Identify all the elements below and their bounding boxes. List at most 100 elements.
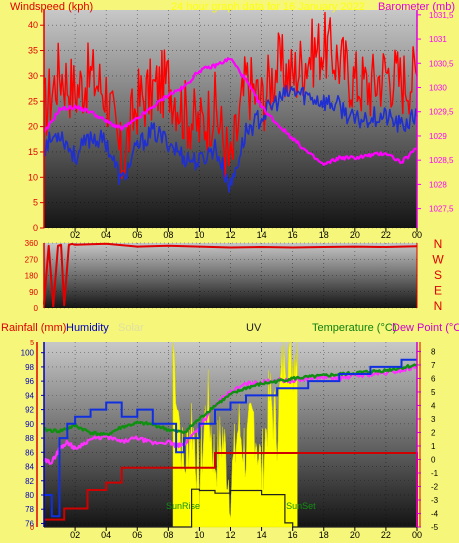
humidity-y-tick-label: 90 <box>25 420 34 429</box>
temperature-y-tick-label: 5 <box>431 388 436 397</box>
temperature-y-tick-label: 0 <box>431 455 436 464</box>
temperature-y-tick-label: -2 <box>431 482 439 491</box>
uv-axis-label: UV <box>246 322 262 334</box>
wind-axis-label: Windspeed (kph) <box>10 1 93 13</box>
wind-x-tick-label: 22 <box>381 230 391 240</box>
temperature-y-tick-label: -3 <box>431 496 439 505</box>
barometer-y-tick-label: 1029 <box>429 132 447 141</box>
weather-x-tick-label: 04 <box>101 530 111 540</box>
wind-x-tick-label: 02 <box>70 230 80 240</box>
direction-y-tick-label: 270 <box>25 255 39 264</box>
weather-x-tick-label: 16 <box>288 530 298 540</box>
temperature-y-tick-label: -1 <box>431 469 439 478</box>
rain-y-tick-label: 5 <box>30 340 34 347</box>
compass-label: W <box>432 253 444 267</box>
temperature-y-tick-label: 1 <box>431 442 436 451</box>
humidity-y-tick-label: 82 <box>25 477 34 486</box>
wind-x-tick-label: 16 <box>288 230 298 240</box>
chart-title: 24 hour graph data for 16 January 2022 <box>171 1 365 13</box>
temperature-y-tick-label: 7 <box>431 361 436 370</box>
humidity-y-tick-label: 96 <box>25 377 34 386</box>
wind-x-tick-label: 14 <box>257 230 267 240</box>
humidity-y-tick-label: 94 <box>25 391 34 400</box>
rainfall-line <box>44 452 418 527</box>
humidity-axis-label: Humidity <box>66 322 109 334</box>
humidity-y-tick-label: 84 <box>25 463 34 472</box>
direction-y-tick-label: 0 <box>34 304 39 313</box>
wind-x-tick-label: 20 <box>350 230 360 240</box>
weather-x-tick-label: 10 <box>194 530 204 540</box>
weather-x-tick-label: 12 <box>225 530 235 540</box>
direction-y-tick-label: 90 <box>29 288 38 297</box>
barometer-y-tick-label: 1029,5 <box>429 108 454 117</box>
barometer-y-tick-label: 1027,5 <box>429 205 454 214</box>
wind-x-tick-label: 08 <box>163 230 173 240</box>
wind-x-tick-label: 04 <box>101 230 111 240</box>
windspeed-line <box>43 11 418 179</box>
weather-x-tick-label: 18 <box>319 530 329 540</box>
humidity-y-tick-label: 80 <box>25 491 34 500</box>
humidity-y-tick-label: 76 <box>25 519 34 528</box>
wind-y-tick-label: 40 <box>28 20 38 30</box>
barometer-y-tick-label: 1030 <box>429 84 447 93</box>
compass-label: S <box>434 268 442 282</box>
temperature-y-tick-label: 4 <box>431 401 436 410</box>
direction-y-tick-label: 360 <box>25 239 39 248</box>
barometer-y-tick-label: 1031 <box>429 35 447 44</box>
humidity-y-tick-label: 100 <box>21 349 35 358</box>
compass-label: N <box>434 237 443 251</box>
wind-y-tick-label: 35 <box>28 46 38 56</box>
barometer-y-tick-label: 1028 <box>429 180 447 189</box>
temperature-y-tick-label: 8 <box>431 347 436 356</box>
barometer-y-tick-label: 1028,5 <box>429 156 454 165</box>
wind-average-line <box>43 84 418 193</box>
weather-x-tick-label: 00 <box>412 530 422 540</box>
sunrise-label: SunRise <box>166 501 200 511</box>
uv-line <box>44 488 417 528</box>
wind-y-tick-label: 0 <box>33 223 38 233</box>
barometer-y-tick-label: 1031,5 <box>429 11 454 20</box>
humidity-y-tick-label: 88 <box>25 434 34 443</box>
wind-y-tick-label: 5 <box>33 198 38 208</box>
wind-y-tick-label: 25 <box>28 96 38 106</box>
barometer-line <box>43 57 418 167</box>
wind-x-tick-label: 18 <box>319 230 329 240</box>
humidity-y-tick-label: 98 <box>25 363 34 372</box>
direction-y-tick-label: 180 <box>25 272 39 281</box>
wind-x-tick-label: 12 <box>225 230 235 240</box>
compass-label: E <box>434 284 442 298</box>
weather-x-tick-label: 06 <box>132 530 142 540</box>
wind-y-tick-label: 20 <box>28 122 38 132</box>
temperature-y-tick-label: 2 <box>431 428 436 437</box>
weather-x-tick-label: 08 <box>163 530 173 540</box>
weather-x-tick-label: 20 <box>350 530 360 540</box>
compass-label: N <box>434 299 443 313</box>
solar-axis-label: Solar <box>118 322 144 334</box>
weather-x-tick-label: 14 <box>257 530 267 540</box>
wind-y-tick-label: 30 <box>28 71 38 81</box>
humidity-y-tick-label: 92 <box>25 406 34 415</box>
dewpoint-axis-label: Dew Point (°C) <box>392 322 459 334</box>
weather-x-tick-label: 22 <box>381 530 391 540</box>
temperature-y-tick-label: 6 <box>431 374 436 383</box>
sunset-label: SunSet <box>286 501 316 511</box>
humidity-y-tick-label: 78 <box>25 505 34 514</box>
temperature-y-tick-label: -5 <box>431 523 439 532</box>
wind-x-tick-label: 10 <box>194 230 204 240</box>
barometer-axis-label: Barometer (mb) <box>378 1 455 13</box>
temperature-y-tick-label: -4 <box>431 509 439 518</box>
humidity-y-tick-label: 86 <box>25 448 34 457</box>
wind-direction-line <box>43 242 418 308</box>
temperature-axis-label: Temperature (°C) <box>312 322 396 334</box>
solar-area <box>172 341 298 528</box>
wind-x-tick-label: 06 <box>132 230 142 240</box>
weather-x-tick-label: 02 <box>70 530 80 540</box>
rain-y-tick-label: 0 <box>30 525 34 532</box>
rainfall-axis-label: Rainfall (mm) <box>1 322 66 334</box>
temperature-y-tick-label: 3 <box>431 415 436 424</box>
barometer-y-tick-label: 1030,5 <box>429 59 454 68</box>
wind-y-tick-label: 10 <box>28 172 38 182</box>
wind-x-tick-label: 00 <box>412 230 422 240</box>
humidity-line <box>44 358 417 518</box>
